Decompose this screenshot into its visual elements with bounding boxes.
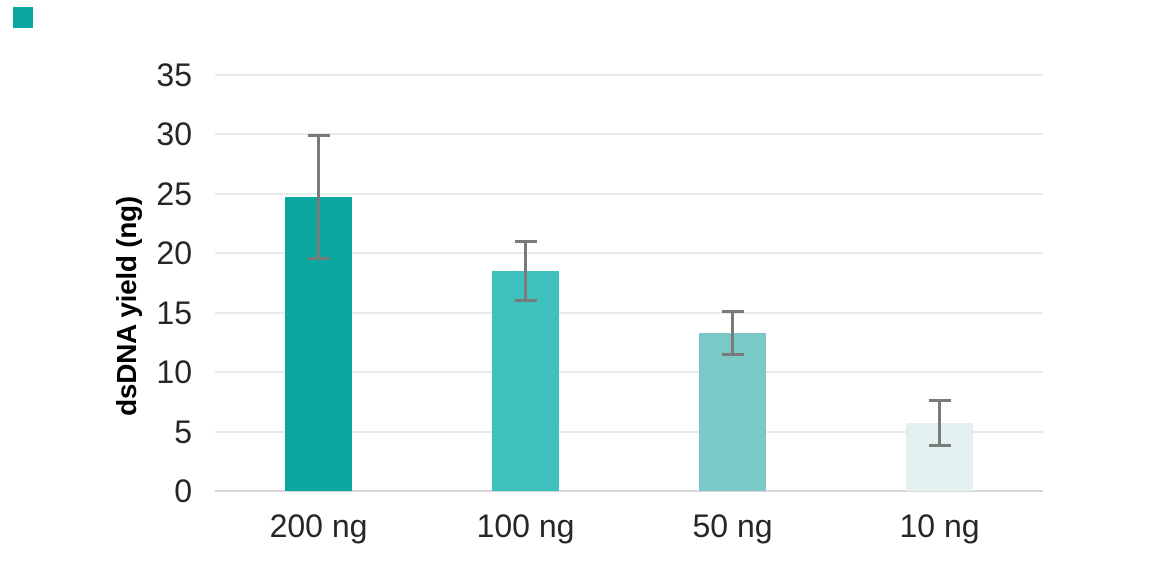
error-bar-cap-top — [514, 240, 537, 244]
y-tick-label: 30 — [156, 116, 192, 153]
y-tick-label: 35 — [156, 57, 192, 93]
error-bar-cap-top — [928, 399, 951, 403]
error-bar-line — [731, 310, 734, 356]
x-tick-label: 200 ng — [269, 508, 368, 544]
gridline — [215, 192, 1043, 195]
x-tick-label: 10 ng — [899, 508, 980, 544]
y-tick-label: 25 — [156, 175, 192, 212]
gridline — [215, 311, 1043, 314]
error-bar-line — [524, 240, 527, 302]
bar — [492, 271, 559, 491]
error-bar-cap-bottom — [514, 299, 537, 303]
error-bar-line — [317, 134, 320, 261]
y-tick-label: 5 — [174, 413, 192, 450]
error-bar-cap-top — [307, 134, 330, 138]
y-tick-label: 20 — [156, 235, 192, 272]
gridline — [215, 430, 1043, 433]
y-tick-label: 0 — [174, 473, 192, 509]
gridline — [215, 252, 1043, 255]
gridline — [215, 371, 1043, 374]
y-tick-label: 15 — [156, 294, 192, 331]
error-bar-cap-bottom — [928, 444, 951, 448]
error-bar-cap-bottom — [307, 257, 330, 261]
bar — [699, 332, 766, 491]
plot-area — [215, 74, 1043, 492]
x-axis-line — [215, 490, 1043, 492]
error-bar-line — [938, 399, 941, 447]
brand-accent-square — [13, 7, 33, 28]
x-tick-label: 50 ng — [692, 508, 773, 544]
error-bar-cap-top — [721, 310, 744, 314]
y-tick-label: 10 — [156, 354, 192, 391]
x-tick-label: 100 ng — [476, 508, 575, 544]
gridline — [215, 133, 1043, 136]
gridline — [215, 74, 1043, 76]
error-bar-cap-bottom — [721, 352, 744, 356]
